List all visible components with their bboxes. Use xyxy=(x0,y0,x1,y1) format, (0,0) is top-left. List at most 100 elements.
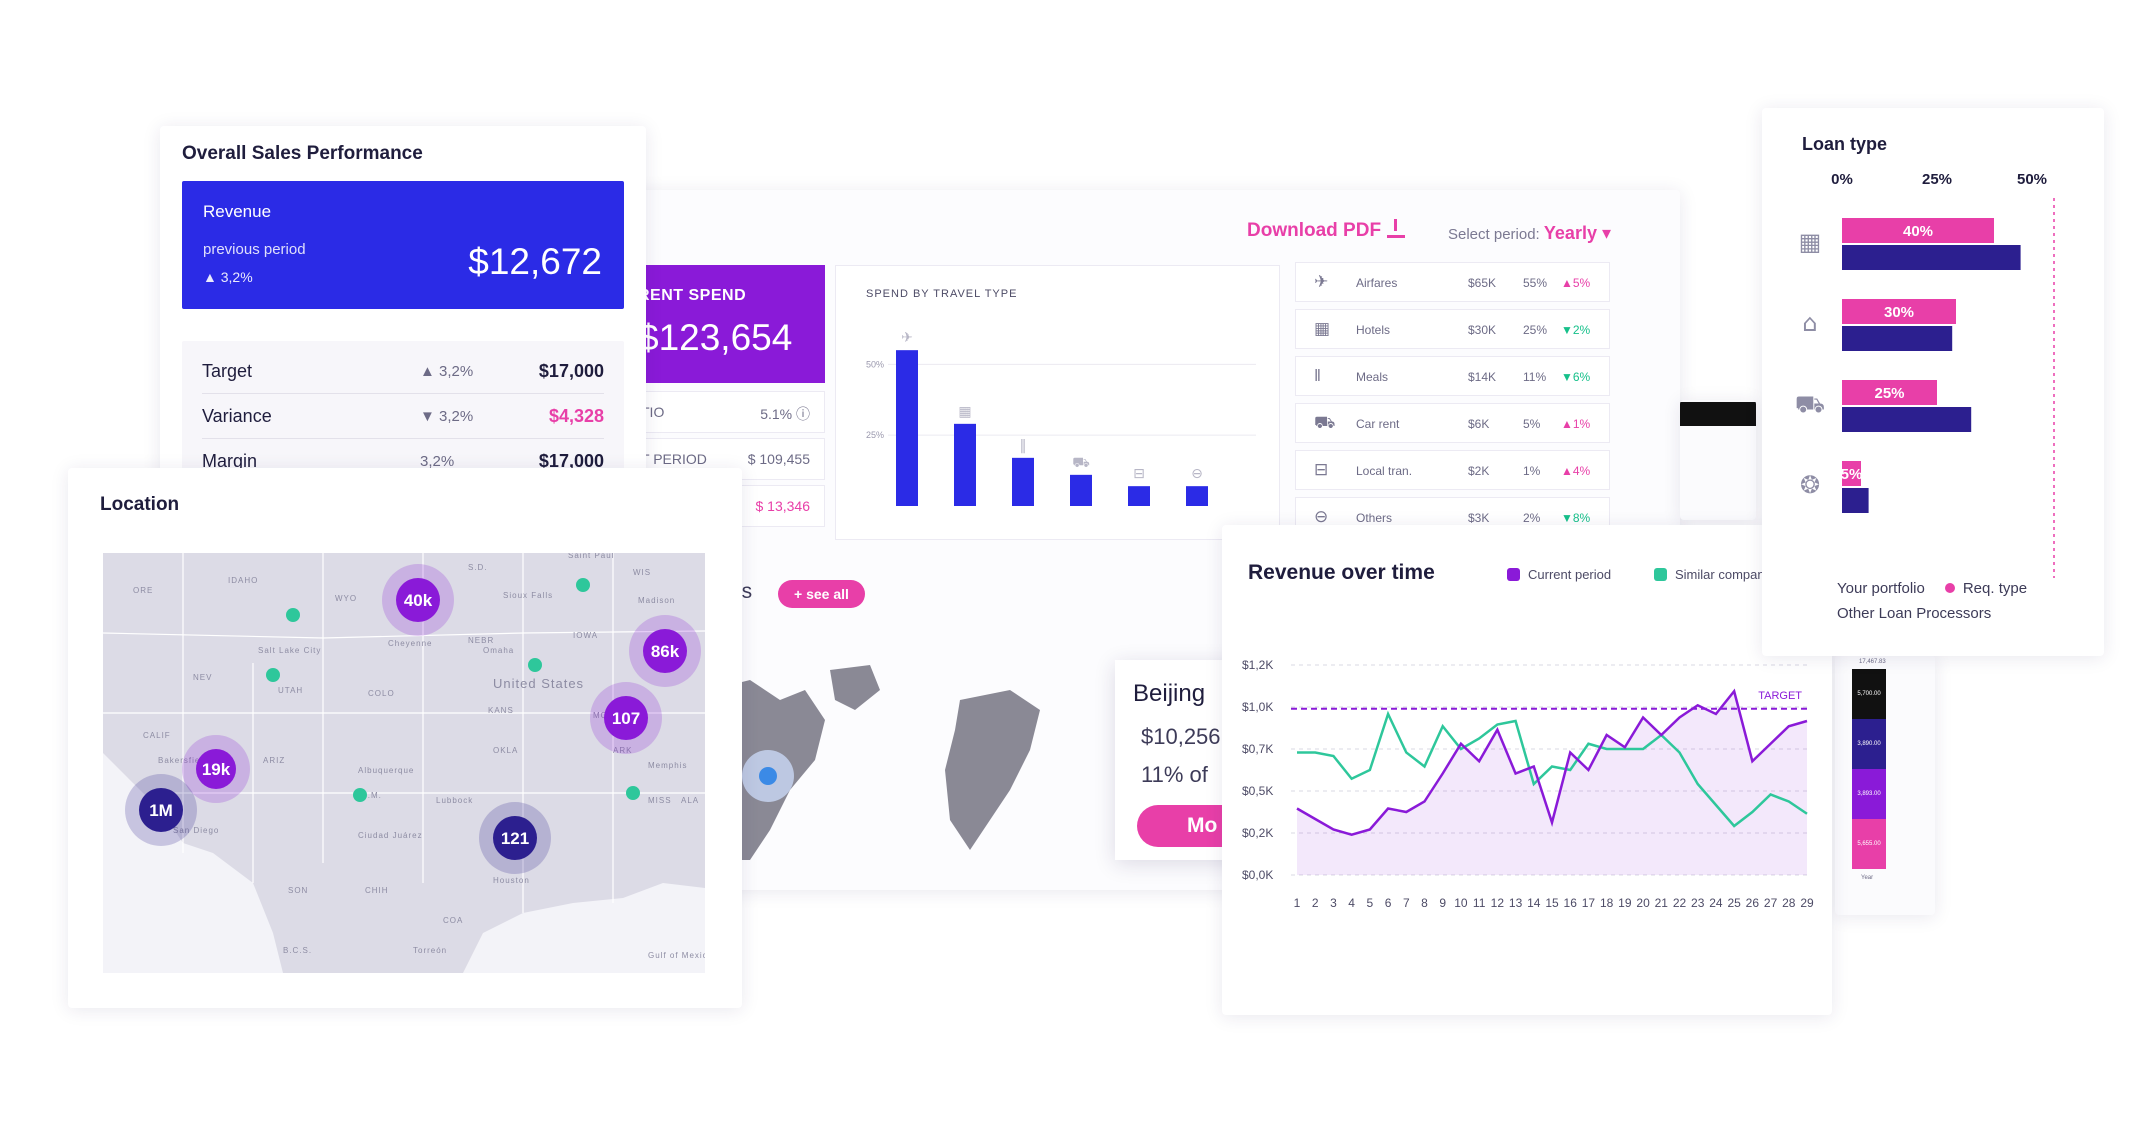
hotel-icon: ▦ xyxy=(1314,319,1331,338)
y-tick-label: $1,2K xyxy=(1242,658,1273,672)
map-location-dot xyxy=(353,788,367,802)
travel-type-amount: $30K xyxy=(1468,323,1497,337)
travel-type-share: 25% xyxy=(1523,323,1548,337)
cluster-count: 1M xyxy=(149,801,173,820)
legend-similar-companies[interactable]: Similar companies xyxy=(1654,567,1781,582)
x-tick-label: 21 xyxy=(1655,896,1669,910)
x-tick-label: 11 xyxy=(1473,896,1486,910)
x-tick-label: 7 xyxy=(1403,896,1410,910)
revenue-tile[interactable]: Revenue previous period ▲ 3,2% $12,672 xyxy=(182,181,624,309)
period-select[interactable]: Select period: Yearly ▾ xyxy=(1448,223,1611,244)
travel-type-row[interactable]: ⛟ Car rent $6K 5% ▲1% xyxy=(1295,403,1610,443)
stacked-bar-segment: 5,700.00 xyxy=(1852,669,1886,719)
travel-type-name: Car rent xyxy=(1356,417,1400,431)
meals-icon: ‖ xyxy=(1314,366,1322,385)
sales-performance-card: Overall Sales Performance Revenue previo… xyxy=(160,126,646,486)
req-type-bar xyxy=(1842,461,1861,486)
travel-type-row[interactable]: ⊟ Local tran. $2K 1% ▲4% xyxy=(1295,450,1610,490)
spend-metric-value: 5.1% ⓘ xyxy=(760,406,810,422)
req-type-label: 30% xyxy=(1884,304,1914,321)
x-tick-label: 50% xyxy=(2017,171,2047,188)
current-spend-label: RENT SPEND xyxy=(638,287,747,304)
x-tick-label: 18 xyxy=(1600,896,1614,910)
map-location-dot xyxy=(576,578,590,592)
loan-type-card: Loan type 0% 25% 50% ▦ 40% ⌂ 30% ⛟ 25% ❂ 5% Your p… xyxy=(1762,108,2104,656)
map-place-label: ARK xyxy=(613,746,632,755)
spend-bar xyxy=(1070,474,1092,506)
travel-type-change: ▲5% xyxy=(1561,276,1591,290)
map-place-label: B.C.S. xyxy=(283,946,312,955)
map-place-label: San Diego xyxy=(173,826,219,835)
see-all-button[interactable]: + see all xyxy=(778,580,865,608)
sales-metrics-list: Target ▲ 3,2% $17,000 Variance ▼ 3,2% $4… xyxy=(182,341,624,486)
travel-type-row[interactable]: ‖ Meals $14K 11% ▼6% xyxy=(1295,356,1610,396)
car-icon: ⛟ xyxy=(1314,413,1336,432)
map-place-label: WIS xyxy=(633,568,651,577)
greenland-shape xyxy=(830,665,880,710)
map-place-label: ARIZ xyxy=(263,756,285,765)
legend-current-period[interactable]: Current period xyxy=(1507,567,1611,582)
download-icon xyxy=(1387,219,1406,238)
metric-name: Variance xyxy=(202,406,272,426)
airplane-icon: ✈ xyxy=(1314,272,1329,291)
bar-icon: ‖ xyxy=(1020,438,1027,454)
location-card: Location ORE IDAHO WYO S.D. Saint Paul WIS NEB… xyxy=(68,468,742,1008)
travel-type-amount: $14K xyxy=(1468,370,1497,384)
legend-req-dot xyxy=(1944,583,1955,593)
map-place-label: NEBR xyxy=(468,636,494,645)
x-tick-label: 22 xyxy=(1673,896,1687,910)
similar-companies-line xyxy=(1297,710,1808,828)
x-tick-label: 27 xyxy=(1764,896,1778,910)
cluster-count: 40k xyxy=(404,591,433,610)
portfolio-bar xyxy=(1842,245,2021,270)
us-map[interactable]: ORE IDAHO WYO S.D. Saint Paul WIS NEBR Sioux Fa… xyxy=(103,553,705,973)
map-place-label: ORE xyxy=(133,586,153,595)
map-place-label: Gulf of Mexico xyxy=(648,951,705,960)
map-place-label: S.D. xyxy=(468,563,488,572)
map-location-dot xyxy=(626,786,640,800)
spend-bar xyxy=(1128,486,1150,506)
travel-type-amount: $2K xyxy=(1468,464,1490,478)
europe-shape xyxy=(945,690,1040,850)
sales-metric-row: Target ▲ 3,2% $17,000 xyxy=(202,349,604,394)
map-place-label: Ciudad Juárez xyxy=(358,831,423,840)
travel-type-row[interactable]: ▦ Hotels $30K 25% ▼2% xyxy=(1295,309,1610,349)
travel-type-row[interactable]: ✈ Airfares $65K 55% ▲5% xyxy=(1295,262,1610,302)
travel-type-change: ▼6% xyxy=(1561,370,1591,384)
x-tick-label: 25 xyxy=(1727,896,1741,910)
x-tick-label: 19 xyxy=(1618,896,1632,910)
loan-card-title: Loan type xyxy=(1802,134,1888,154)
spend-metric-value: $ 13,346 xyxy=(755,498,811,514)
spend-metric-label: TIO xyxy=(641,404,665,420)
bar-icon: ▦ xyxy=(958,404,971,420)
location-card-title: Location xyxy=(100,494,180,515)
travel-type-change: ▼8% xyxy=(1561,511,1591,525)
map-place-label: CHIH xyxy=(365,886,389,895)
cluster-count: 107 xyxy=(612,709,640,728)
stacked-bar-segment: 3,890.00 xyxy=(1852,719,1886,769)
download-pdf-label: Download PDF xyxy=(1247,220,1382,241)
metric-change: 3,2% xyxy=(420,453,455,470)
travel-type-change: ▼2% xyxy=(1561,323,1591,337)
map-place-label: SON xyxy=(288,886,308,895)
loan-category-icon: ⛟ xyxy=(1795,390,1825,418)
y-tick-label: $0,5K xyxy=(1242,784,1273,798)
x-tick-label: 2 xyxy=(1312,896,1319,910)
spend-bar xyxy=(1186,486,1208,506)
travel-type-share: 11% xyxy=(1523,370,1547,384)
map-place-label: COA xyxy=(443,916,463,925)
map-place-label: NEV xyxy=(193,673,212,682)
download-pdf-button[interactable]: Download PDF xyxy=(1247,219,1406,242)
portfolio-bar xyxy=(1842,326,1953,351)
popup-city: Beijing xyxy=(1133,680,1206,707)
spend-metric-label: T PERIOD xyxy=(641,451,707,467)
others-icon: ⊖ xyxy=(1314,507,1329,526)
loan-type-chart: 0% 25% 50% ▦ 40% ⌂ 30% ⛟ 25% ❂ 5% xyxy=(1795,171,2055,578)
x-tick-label: 13 xyxy=(1509,896,1523,910)
legend-label: Similar companies xyxy=(1675,567,1782,582)
x-tick-label: 29 xyxy=(1800,896,1814,910)
metric-value: $4,328 xyxy=(548,406,604,426)
popup-amount: $10,256 xyxy=(1141,724,1221,749)
travel-type-name: Hotels xyxy=(1356,323,1391,337)
y-tick-label: $1,0K xyxy=(1242,700,1273,714)
